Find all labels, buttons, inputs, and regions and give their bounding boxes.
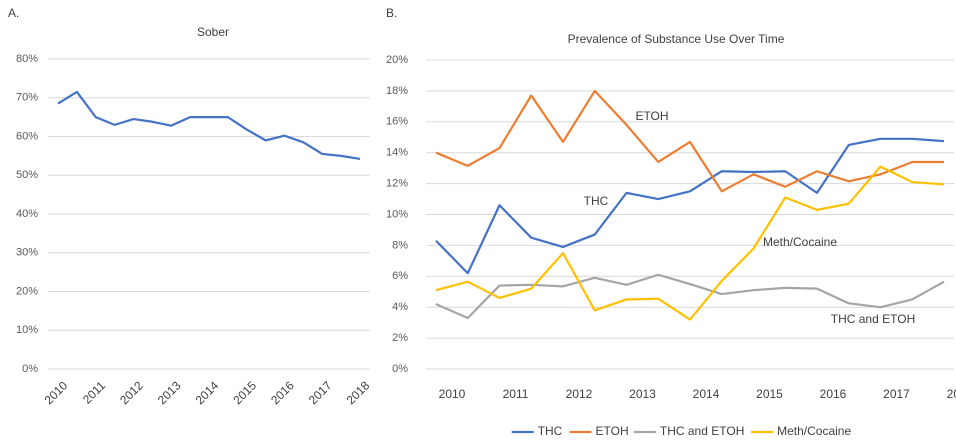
y-tick-label: 4%: [392, 301, 408, 313]
chart-title: Sober: [197, 25, 229, 39]
panel-label: B.: [386, 6, 397, 20]
x-tick-label: 2010: [42, 378, 71, 407]
y-tick-label: 6%: [392, 270, 408, 282]
y-tick-label: 10%: [386, 208, 408, 220]
y-tick-label: 50%: [16, 169, 38, 181]
y-tick-label: 14%: [386, 147, 408, 159]
x-tick-label: 2017: [883, 387, 910, 401]
y-tick-label: 0%: [392, 363, 408, 375]
x-tick-label: 2018: [344, 378, 373, 407]
y-tick-label: 16%: [386, 116, 408, 128]
x-tick-label: 2011: [503, 387, 529, 401]
x-tick-label: 2016: [268, 378, 297, 407]
x-tick-label: 2010: [439, 387, 466, 401]
y-tick-label: 12%: [386, 178, 408, 190]
legend-label: Meth/Cocaine: [777, 424, 851, 438]
y-tick-label: 20%: [16, 285, 38, 297]
chart-title: Prevalence of Substance Use Over Time: [568, 32, 785, 46]
x-tick-label: 2018: [947, 387, 956, 401]
x-tick-label: 2011: [80, 378, 108, 406]
x-tick-label: 2015: [230, 378, 259, 407]
legend-label: ETOH: [596, 424, 629, 438]
x-tick-label: 2013: [629, 387, 656, 401]
x-tick-label: 2012: [566, 387, 593, 401]
x-tick-label: 2014: [693, 387, 720, 401]
x-tick-label: 2013: [155, 378, 184, 407]
series-line: [435, 137, 945, 275]
y-tick-label: 60%: [16, 130, 38, 142]
y-tick-label: 0%: [22, 363, 38, 375]
x-tick-label: 2015: [756, 387, 783, 401]
y-tick-label: 18%: [386, 85, 408, 97]
annotation: Meth/Cocaine: [763, 235, 837, 249]
series-line: [435, 273, 945, 320]
series-line: [57, 90, 361, 161]
x-tick-label: 2016: [820, 387, 847, 401]
y-tick-label: 40%: [16, 208, 38, 220]
y-tick-label: 70%: [16, 92, 38, 104]
y-tick-label: 20%: [386, 54, 408, 66]
panel-label: A.: [8, 6, 19, 20]
series-line: [435, 165, 945, 321]
y-tick-label: 30%: [16, 247, 38, 259]
legend-label: THC and ETOH: [660, 424, 744, 438]
x-tick-label: 2014: [193, 378, 222, 407]
x-tick-label: 2017: [306, 378, 335, 407]
x-tick-label: 2012: [117, 378, 146, 407]
annotation: ETOH: [635, 109, 668, 123]
annotation: THC: [584, 194, 609, 208]
series-line: [435, 89, 944, 193]
annotation: THC and ETOH: [831, 312, 915, 326]
legend-label: THC: [538, 424, 563, 438]
y-tick-label: 10%: [16, 324, 38, 336]
y-tick-label: 2%: [392, 332, 408, 344]
y-tick-label: 80%: [16, 53, 38, 65]
y-tick-label: 8%: [392, 239, 408, 251]
